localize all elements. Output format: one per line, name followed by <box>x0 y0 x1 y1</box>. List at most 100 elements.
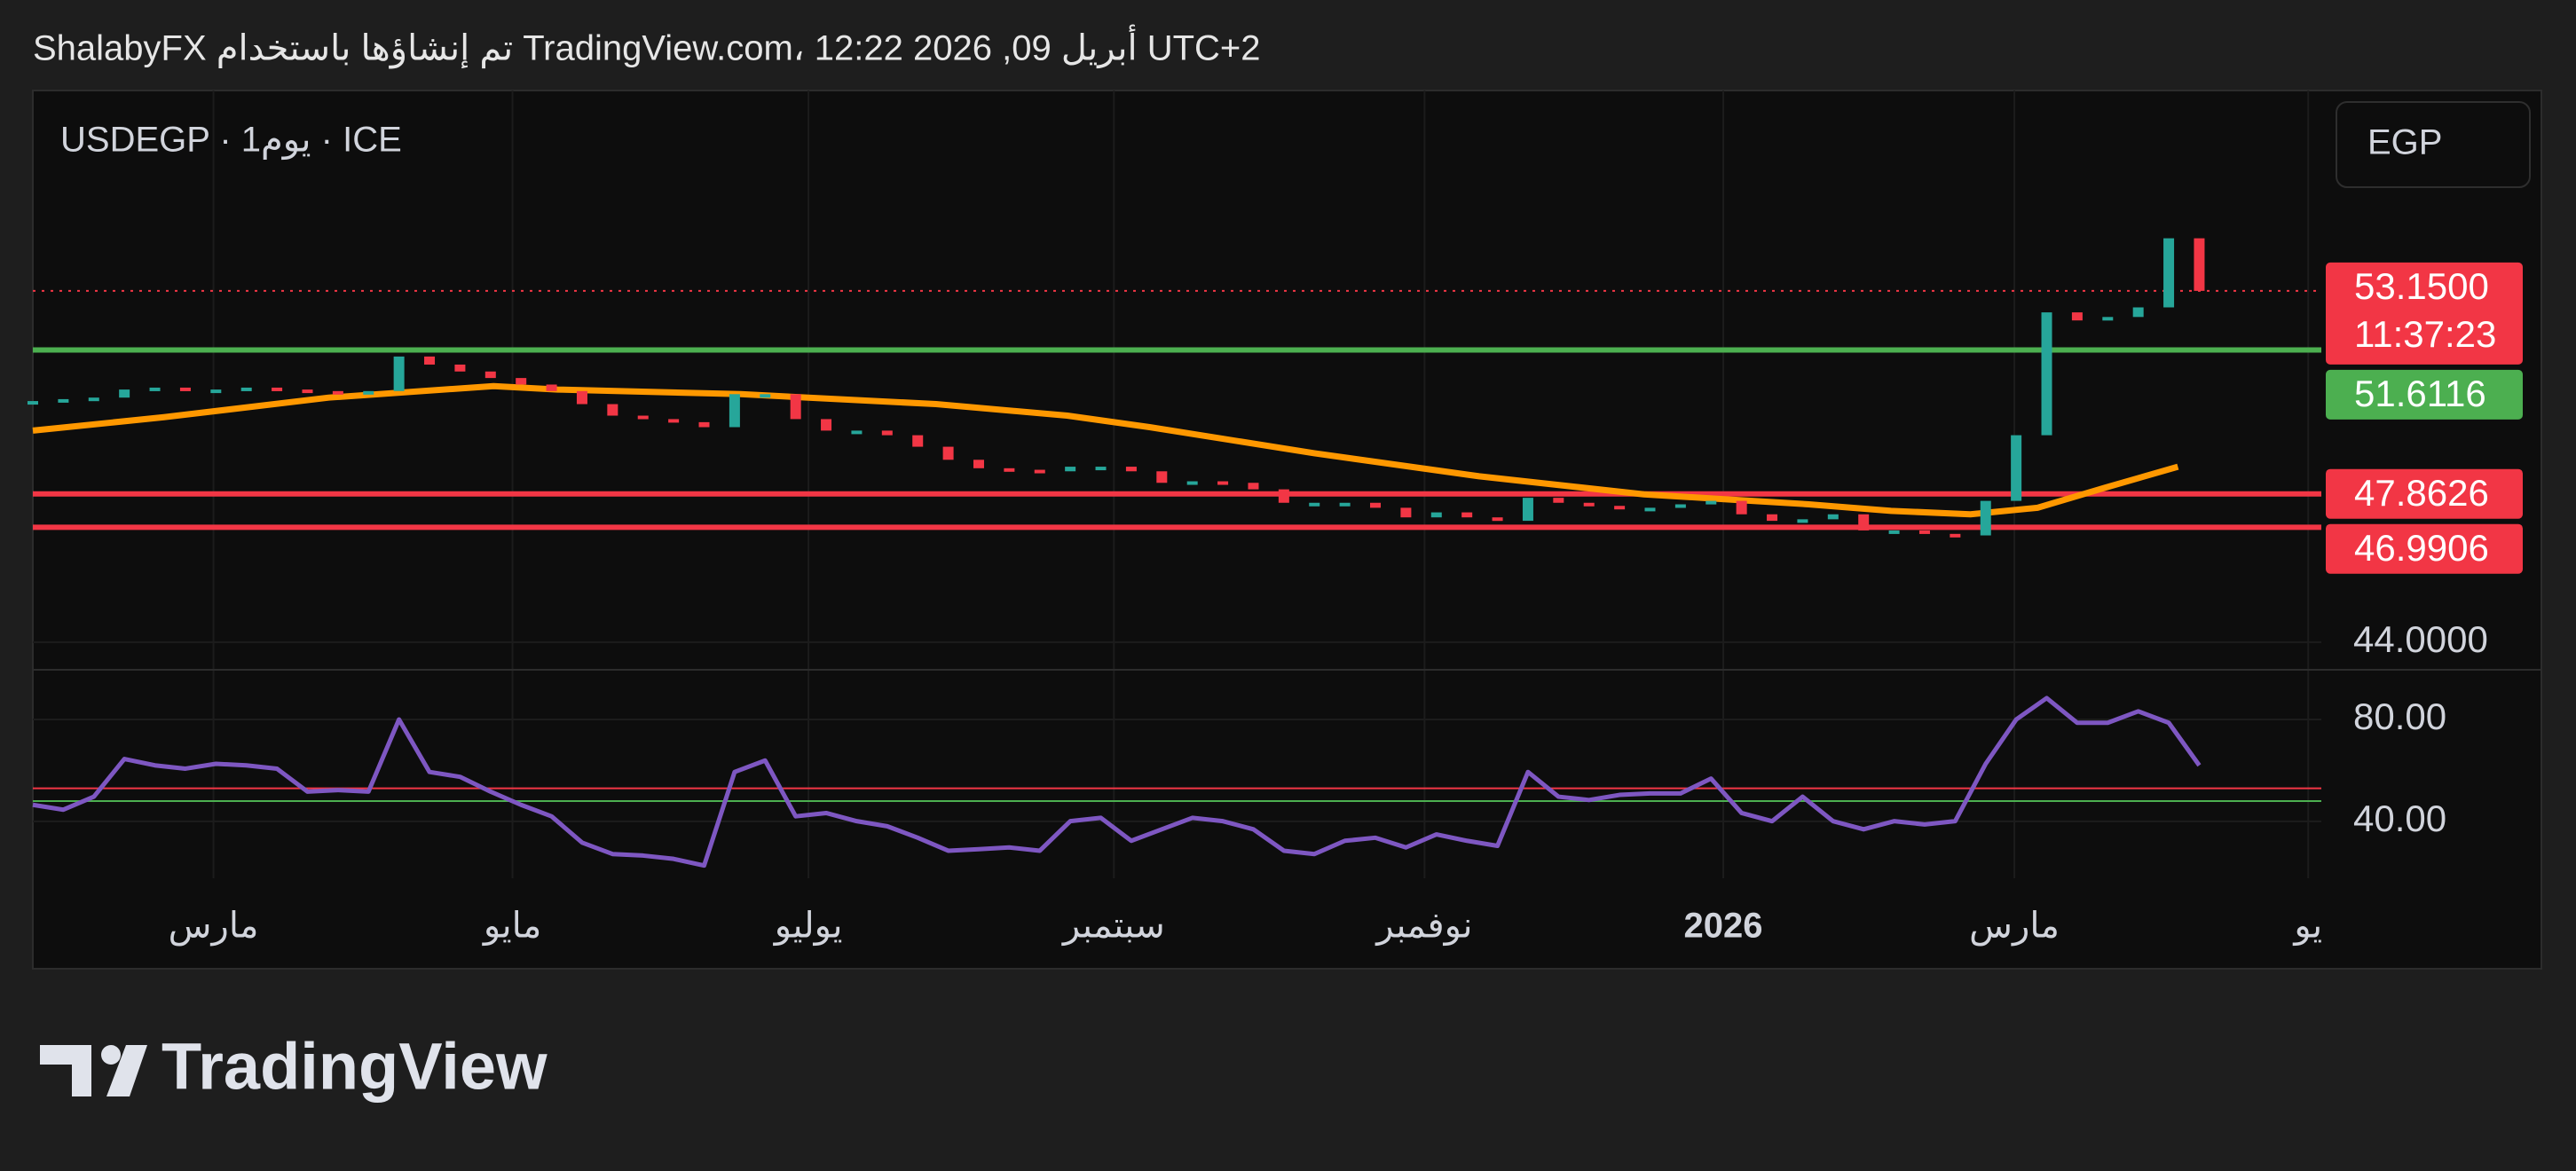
price-label-box <box>2326 262 2523 365</box>
candle <box>1706 500 1717 505</box>
price-label: 47.8626 <box>2354 472 2489 514</box>
candle <box>149 387 161 391</box>
candle <box>2071 312 2083 321</box>
candle <box>272 387 283 391</box>
candle <box>1370 502 1382 508</box>
candle <box>454 364 466 372</box>
candle <box>2011 435 2022 501</box>
candle <box>1125 467 1137 472</box>
candle <box>1950 533 1961 538</box>
candle <box>1918 530 1930 534</box>
candle <box>119 389 130 398</box>
x-tick-label: سبتمبر <box>1061 907 1165 947</box>
candle <box>2194 238 2205 291</box>
price-label: 51.6116 <box>2354 373 2486 414</box>
candle <box>2132 307 2144 318</box>
candle <box>668 419 680 423</box>
candle <box>1186 481 1198 485</box>
candle <box>760 394 771 398</box>
candle <box>942 446 954 460</box>
candle <box>546 384 557 391</box>
price-label-box <box>2326 468 2523 519</box>
logo-text: TradingView <box>161 1030 547 1104</box>
candle <box>1095 467 1107 471</box>
x-tick-label: مارس <box>169 907 259 947</box>
candle <box>1583 502 1595 507</box>
candle <box>1461 512 1473 518</box>
header-text: ShalabyFX تم إنشاؤها باستخدام TradingVie… <box>33 25 1261 69</box>
candle <box>240 387 252 391</box>
candle <box>1980 500 1991 536</box>
candle <box>2041 312 2052 436</box>
x-tick-label: مايو <box>482 907 541 947</box>
candle <box>1065 467 1076 472</box>
candle <box>851 430 863 435</box>
candle <box>1674 504 1686 508</box>
candle <box>1004 468 1015 472</box>
candle <box>1339 502 1351 507</box>
logo-icon <box>40 1045 147 1096</box>
candle <box>1888 530 1900 534</box>
moving-average <box>32 382 2179 518</box>
candle <box>28 401 38 405</box>
logo-part <box>106 1045 147 1096</box>
candle <box>881 430 893 436</box>
candle <box>1767 514 1778 522</box>
x-tick-label: يوليو <box>773 907 843 947</box>
candle <box>179 387 191 391</box>
candle <box>1797 519 1808 523</box>
candle <box>637 415 649 420</box>
candle <box>912 435 924 447</box>
price-label-box <box>2326 523 2523 574</box>
price-label-box <box>2326 369 2523 420</box>
candle <box>1614 506 1626 510</box>
candle <box>332 390 343 395</box>
x-tick-label: مارس <box>1969 907 2060 947</box>
chart-layer: مارس مايو يوليو سبتمبر نوفمبر 2026 مارس يو 44.00… <box>28 90 2541 947</box>
currency-button[interactable] <box>2336 101 2531 188</box>
candle <box>607 404 618 416</box>
x-tick-label: 2026 <box>1684 907 1763 946</box>
candle <box>973 460 984 468</box>
candle <box>576 390 587 405</box>
candle <box>1309 502 1320 507</box>
rsi-tick-label: 40.00 <box>2353 798 2446 839</box>
candle <box>1400 507 1412 518</box>
candle <box>1492 517 1503 522</box>
x-tick-label: نوفمبر <box>1375 907 1472 947</box>
logo-part <box>72 1045 91 1096</box>
candle <box>2102 317 2114 321</box>
countdown-label: 11:37:23 <box>2354 313 2496 355</box>
candle <box>363 390 374 395</box>
candle <box>821 419 832 431</box>
y-tick-label: 44.0000 <box>2353 618 2488 660</box>
candle <box>58 398 69 403</box>
candle <box>1553 498 1564 503</box>
candle <box>2163 238 2175 308</box>
candle <box>729 394 740 428</box>
candle <box>790 394 801 420</box>
logo-part <box>101 1045 121 1065</box>
candle <box>393 356 405 391</box>
candle <box>424 356 436 365</box>
symbol-legend: USDEGP · 1يوم · ICE <box>60 121 402 161</box>
candle <box>1278 489 1289 503</box>
rsi-tick-label: 80.00 <box>2353 696 2446 737</box>
price-label: 46.9906 <box>2354 527 2489 569</box>
candle <box>1156 471 1168 483</box>
rsi-line <box>32 696 2202 868</box>
candle <box>1430 512 1442 518</box>
currency-label[interactable]: EGP <box>2367 123 2442 162</box>
candle <box>1858 514 1870 530</box>
price-label: 53.1500 <box>2354 265 2489 307</box>
candle <box>484 371 496 379</box>
candle <box>516 378 527 385</box>
candle <box>302 389 313 394</box>
candle <box>88 397 99 402</box>
candle <box>1522 498 1533 522</box>
candle <box>1644 507 1656 512</box>
x-tick-label: يو <box>2292 907 2322 947</box>
candle <box>1827 514 1839 520</box>
